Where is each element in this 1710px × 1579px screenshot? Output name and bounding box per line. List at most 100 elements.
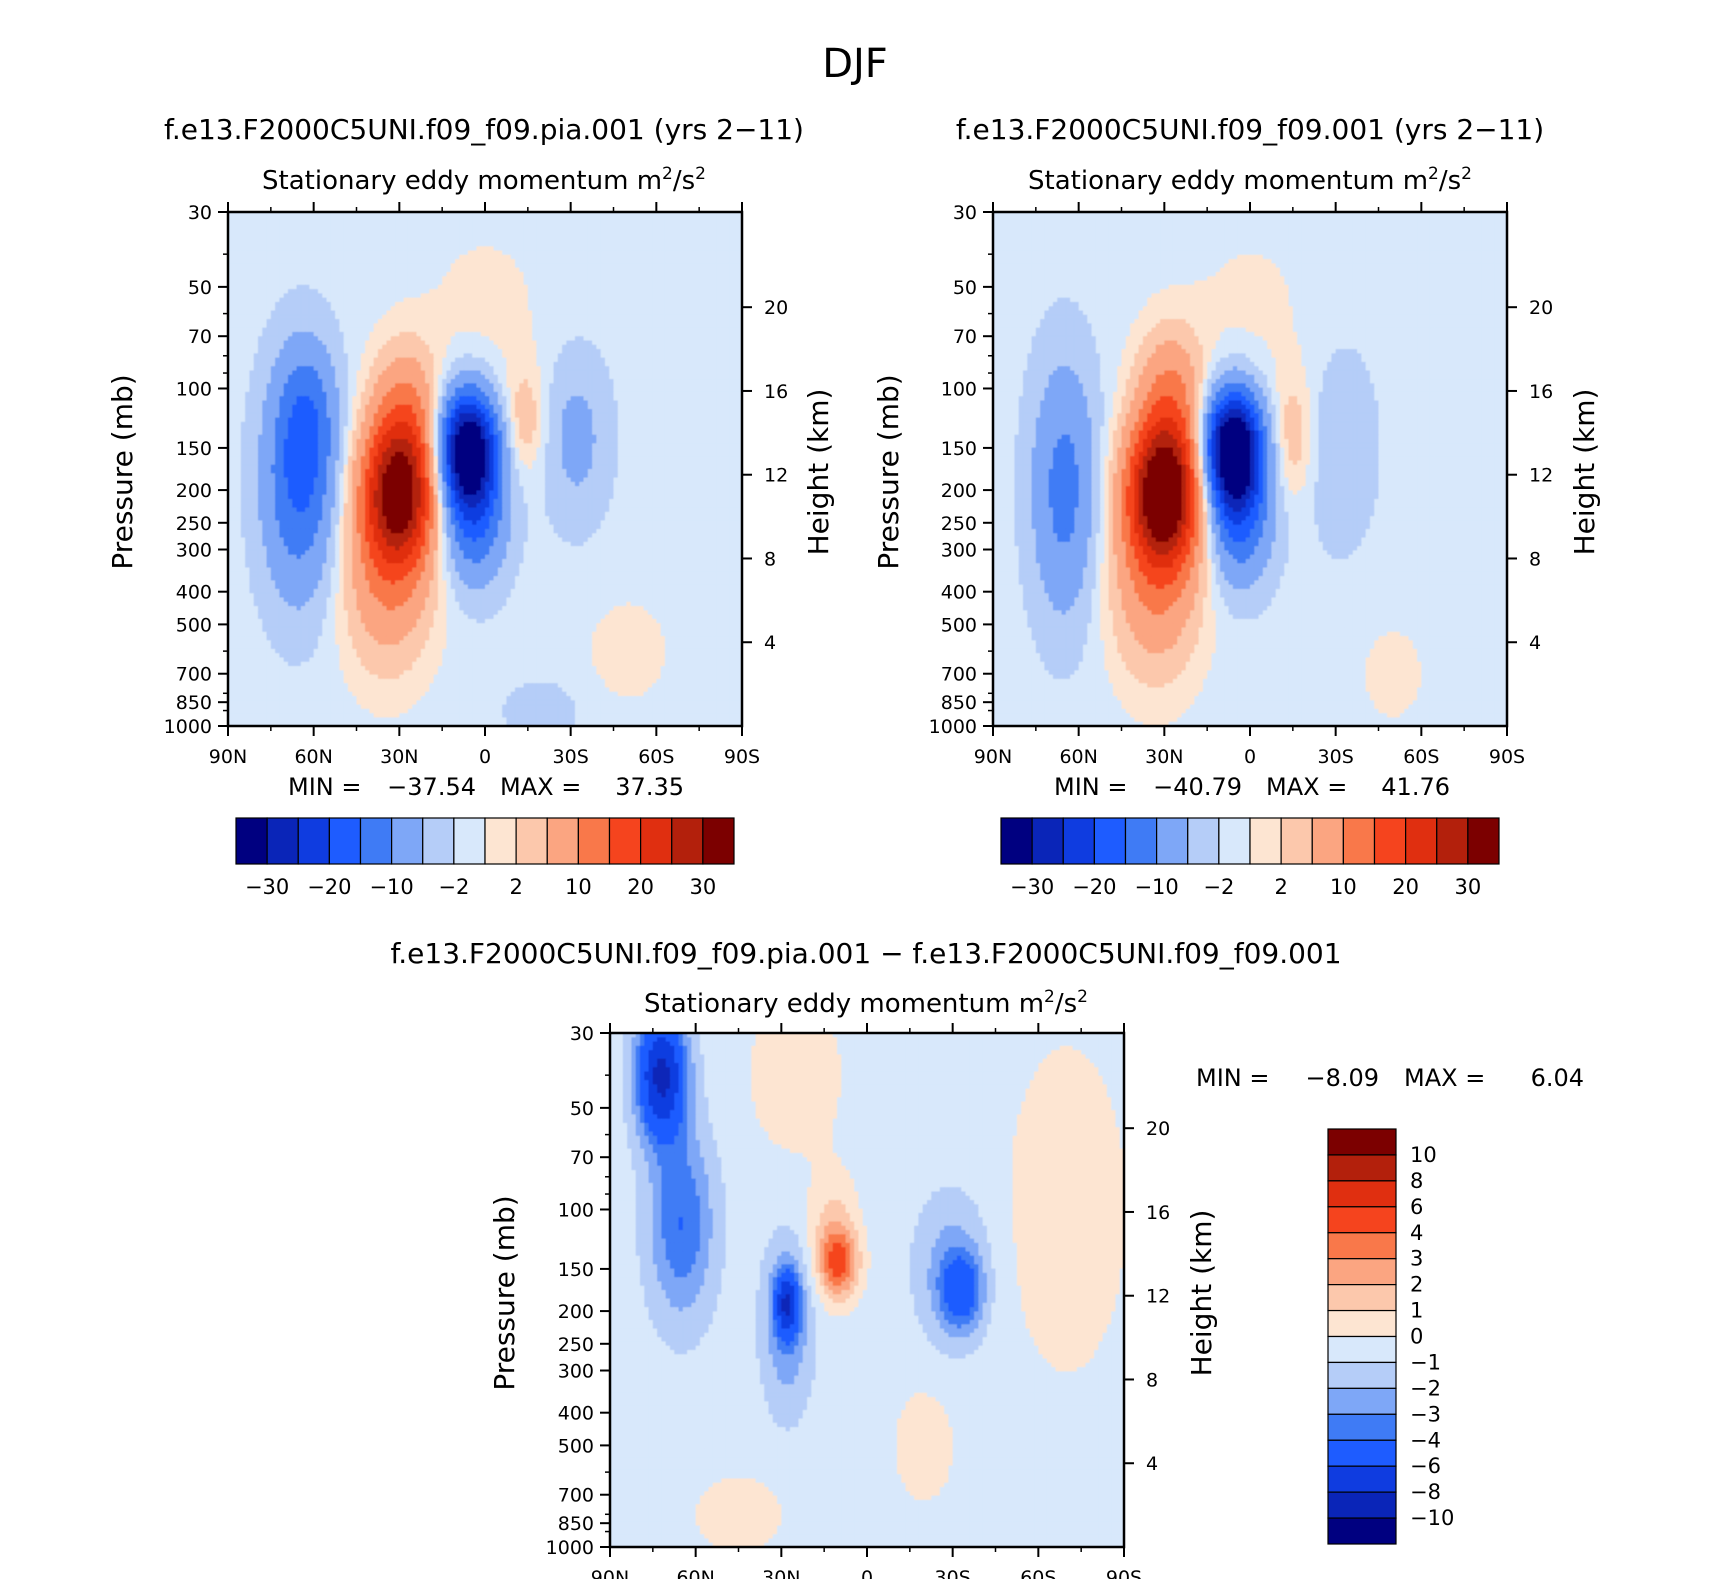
field-cell: [656, 229, 661, 234]
field-cell: [682, 216, 687, 221]
field-cell: [712, 233, 717, 238]
field-cell: [416, 238, 421, 243]
field-cell: [528, 263, 533, 268]
field-cell: [361, 221, 366, 226]
field-cell: [237, 306, 242, 311]
field-cell: [494, 268, 499, 273]
field-cell: [361, 246, 366, 251]
field-cell: [562, 272, 567, 277]
field-cell: [579, 238, 584, 243]
field-cell: [344, 306, 349, 311]
field-cell: [691, 242, 696, 247]
field-cell: [661, 259, 666, 264]
field-cell: [643, 281, 648, 286]
field-cell: [605, 285, 610, 290]
field-cell: [429, 281, 434, 286]
field-cell: [554, 229, 559, 234]
field-cell: [528, 272, 533, 277]
field-cell: [476, 246, 481, 251]
field-cell: [408, 276, 413, 281]
field-cell: [729, 285, 734, 290]
field-cell: [614, 281, 619, 286]
field-cell: [609, 233, 614, 238]
field-cell: [485, 289, 490, 294]
field-cell: [249, 255, 254, 260]
field-cell: [352, 242, 357, 247]
field-cell: [656, 255, 661, 260]
field-cell: [249, 285, 254, 290]
field-cell: [511, 233, 516, 238]
field-cell: [626, 238, 631, 243]
field-cell: [357, 259, 362, 264]
field-cell: [631, 272, 636, 277]
field-cell: [489, 285, 494, 290]
field-cell: [673, 285, 678, 290]
field-cell: [421, 268, 426, 273]
field-cell: [511, 216, 516, 221]
field-cell: [297, 255, 302, 260]
field-cell: [631, 276, 636, 281]
field-cell: [249, 246, 254, 251]
field-cell: [365, 246, 370, 251]
field-cell: [309, 255, 314, 260]
field-cell: [245, 221, 250, 226]
field-cell: [601, 216, 606, 221]
field-cell: [643, 276, 648, 281]
field-cell: [545, 272, 550, 277]
field-cell: [292, 293, 297, 298]
field-cell: [596, 251, 601, 256]
field-cell: [386, 276, 391, 281]
field-cell: [682, 251, 687, 256]
field-cell: [382, 242, 387, 247]
field-cell: [703, 259, 708, 264]
field-cell: [267, 233, 272, 238]
field-cell: [459, 216, 464, 221]
field-cell: [472, 272, 477, 277]
field-cell: [532, 276, 537, 281]
field-cell: [374, 216, 379, 221]
field-cell: [485, 298, 490, 303]
field-cell: [609, 242, 614, 247]
field-cell: [258, 259, 263, 264]
field-cell: [588, 289, 593, 294]
field-cell: [631, 263, 636, 268]
field-cell: [382, 229, 387, 234]
field-cell: [352, 233, 357, 238]
field-cell: [335, 272, 340, 277]
field-cell: [378, 298, 383, 303]
field-cell: [395, 285, 400, 290]
field-cell: [249, 281, 254, 286]
field-cell: [382, 216, 387, 221]
field-cell: [365, 285, 370, 290]
field-cell: [472, 289, 477, 294]
field-cell: [695, 289, 700, 294]
field-cell: [721, 246, 726, 251]
field-cell: [232, 268, 237, 273]
field-cell: [348, 233, 353, 238]
field-cell: [669, 289, 674, 294]
field-cell: [494, 238, 499, 243]
field-cell: [352, 272, 357, 277]
field-cell: [605, 225, 610, 230]
field-cell: [524, 246, 529, 251]
field-cell: [357, 229, 362, 234]
field-cell: [344, 298, 349, 303]
field-cell: [357, 221, 362, 226]
field-cell: [665, 246, 670, 251]
field-cell: [588, 251, 593, 256]
field-cell: [344, 238, 349, 243]
field-cell: [528, 289, 533, 294]
field-cell: [506, 242, 511, 247]
field-cell: [609, 225, 614, 230]
field-cell: [421, 221, 426, 226]
field-cell: [626, 298, 631, 303]
field-cell: [639, 289, 644, 294]
field-cell: [519, 259, 524, 264]
field-cell: [622, 281, 627, 286]
field-cell: [622, 246, 627, 251]
field-cell: [485, 242, 490, 247]
field-cell: [554, 221, 559, 226]
field-cell: [545, 246, 550, 251]
field-cell: [241, 242, 246, 247]
field-cell: [678, 238, 683, 243]
